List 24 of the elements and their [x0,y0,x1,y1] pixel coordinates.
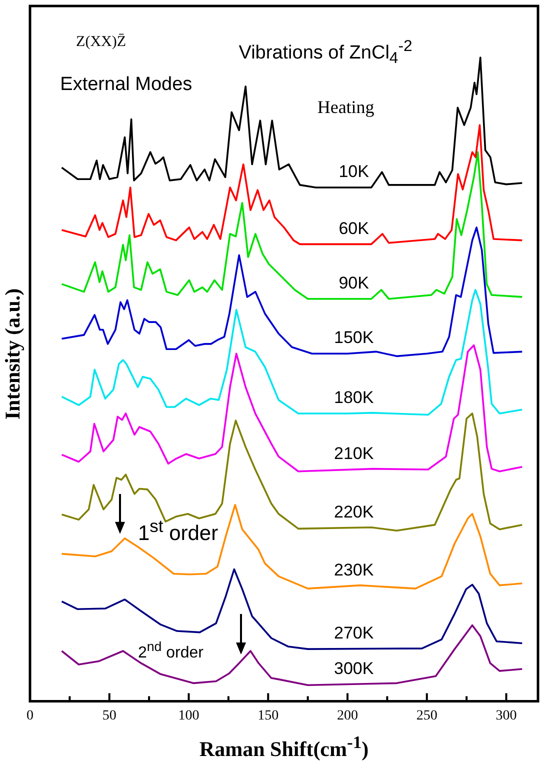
series-label: 90K [338,274,370,293]
x-tick-label: 100 [178,708,200,724]
series-label: 10K [338,162,370,182]
annotation: External Modes [60,74,192,96]
x-tick-label: 50 [102,708,116,724]
series-label: 230K [334,560,374,580]
text: Z(XX)Z̄ [76,34,126,52]
annotation: 1$^{st}$ order [138,516,218,546]
series-label: 150K [334,328,374,347]
x-tick-label: 200 [337,708,358,724]
annotation: 2$^{nd}$ order [138,639,204,663]
x-axis-title: Raman Shift(cm$^{-1}$) [198,732,370,762]
x-tick-label: 250 [416,708,438,724]
series-label: 60K [338,218,370,238]
series-label: 180K [334,388,374,407]
x-tick-label: 300 [496,708,517,724]
y-axis-title: Intensity (a.u.) [0,288,26,420]
series-label: 300K [334,658,374,678]
series-label: 220K [334,502,374,522]
x-tick-label: 150 [258,708,279,724]
series-label: 270K [334,623,374,642]
series-label: 210K [334,444,374,464]
annotation: Heating [317,97,374,118]
x-tick-label: 0 [26,708,34,724]
